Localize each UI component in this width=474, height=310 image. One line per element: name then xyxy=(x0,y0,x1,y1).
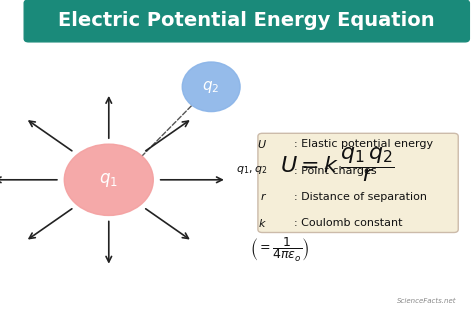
Text: : Coulomb constant: : Coulomb constant xyxy=(293,218,402,228)
Text: $\left( = \dfrac{1}{4\pi\varepsilon_o} \right)$: $\left( = \dfrac{1}{4\pi\varepsilon_o} \… xyxy=(250,236,310,264)
FancyBboxPatch shape xyxy=(24,0,469,42)
Text: : Elastic potential energy: : Elastic potential energy xyxy=(293,139,433,149)
Text: : Point charges: : Point charges xyxy=(293,166,376,175)
Text: $q_2$: $q_2$ xyxy=(202,79,220,95)
Ellipse shape xyxy=(182,62,240,112)
Text: $r$: $r$ xyxy=(260,191,267,202)
Text: $k$: $k$ xyxy=(258,217,267,229)
Ellipse shape xyxy=(64,144,153,215)
Text: $U = k\,\dfrac{q_1\,q_2}{r}$: $U = k\,\dfrac{q_1\,q_2}{r}$ xyxy=(280,145,395,184)
Text: Electric Potential Energy Equation: Electric Potential Energy Equation xyxy=(58,11,435,30)
Text: : Distance of separation: : Distance of separation xyxy=(293,192,427,202)
FancyBboxPatch shape xyxy=(258,133,458,232)
Text: $q_1, q_2$: $q_1, q_2$ xyxy=(236,165,267,176)
Text: $U$: $U$ xyxy=(257,138,267,150)
Text: ScienceFacts.net: ScienceFacts.net xyxy=(397,298,456,304)
Text: $q_1$: $q_1$ xyxy=(100,171,118,189)
